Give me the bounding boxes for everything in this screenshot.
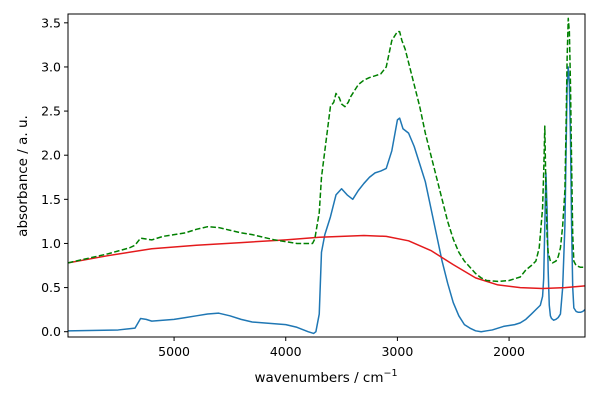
plot-frame bbox=[67, 13, 586, 338]
y-tick-label: 2.5 bbox=[41, 104, 61, 119]
series-line-3 bbox=[68, 17, 585, 283]
x-tick-label: 4000 bbox=[270, 344, 302, 359]
x-axis-label: wavenumbers / cm−1 bbox=[254, 368, 397, 386]
x-axis: 5000 4000 3000 2000 bbox=[158, 337, 525, 359]
series-layer bbox=[68, 17, 585, 335]
y-tick-label: 3.0 bbox=[41, 59, 61, 74]
x-tick-label: 3000 bbox=[381, 344, 413, 359]
series-line-1 bbox=[68, 66, 585, 335]
y-tick-label: 0.0 bbox=[41, 324, 61, 339]
x-tick-label: 2000 bbox=[493, 344, 525, 359]
series-line-2 bbox=[68, 234, 585, 290]
x-axis-label-main: wavenumbers / cm bbox=[254, 370, 383, 386]
y-axis-label: absorbance / a. u. bbox=[15, 115, 31, 237]
y-tick-label: 0.5 bbox=[41, 280, 61, 295]
y-tick-label: 3.5 bbox=[41, 15, 61, 30]
x-axis-label-superscript: −1 bbox=[384, 368, 398, 379]
x-tick-label: 5000 bbox=[158, 344, 190, 359]
y-axis: 0.0 0.5 1.0 1.5 2.0 2.5 3.0 3.5 bbox=[41, 15, 68, 339]
y-tick-label: 2.0 bbox=[41, 148, 61, 163]
y-tick-label: 1.5 bbox=[41, 192, 61, 207]
y-tick-label: 1.0 bbox=[41, 236, 61, 251]
